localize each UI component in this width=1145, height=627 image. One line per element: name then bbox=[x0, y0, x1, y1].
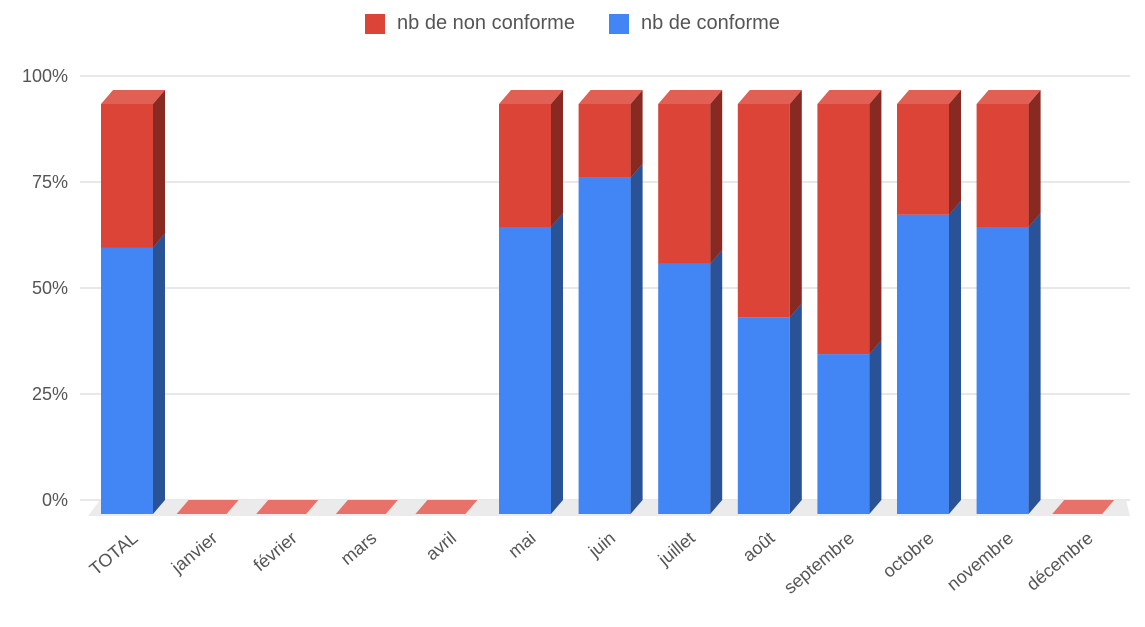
empty-bar-marker bbox=[335, 500, 398, 514]
bar-segment-nb-de-non-conforme-top bbox=[578, 90, 643, 104]
bar-segment-nb-de-non-conforme bbox=[101, 104, 153, 248]
bar-segment-nb-de-non-conforme-side bbox=[1028, 90, 1041, 227]
bar-group-aout[interactable] bbox=[737, 90, 802, 514]
x-tick-label: février bbox=[250, 528, 301, 575]
bar-segment-nb-de-non-conforme bbox=[499, 104, 551, 227]
y-tick-label: 100% bbox=[22, 66, 68, 86]
bar-segment-nb-de-non-conforme-top bbox=[737, 90, 802, 104]
bar-segment-nb-de-conforme bbox=[976, 227, 1029, 514]
bar-segment-nb-de-conforme-side bbox=[710, 249, 723, 514]
bar-group-novembre[interactable] bbox=[976, 90, 1041, 514]
bar-segment-nb-de-non-conforme bbox=[658, 104, 711, 264]
x-tick-label: juillet bbox=[654, 528, 699, 570]
bar-segment-nb-de-non-conforme bbox=[897, 104, 949, 215]
bar-segment-nb-de-conforme-side bbox=[1028, 213, 1041, 514]
empty-bar-marker bbox=[415, 500, 478, 514]
bar-segment-nb-de-non-conforme-top bbox=[817, 90, 882, 104]
legend-swatch-conforme bbox=[608, 13, 629, 34]
x-tick-label: octobre bbox=[879, 528, 938, 582]
y-tick-label: 25% bbox=[32, 384, 68, 404]
empty-bar-marker bbox=[1052, 500, 1115, 514]
bar-group-mars[interactable] bbox=[335, 500, 398, 514]
x-tick-label: mars bbox=[337, 528, 380, 569]
x-tick-label: septembre bbox=[780, 528, 858, 598]
bar-segment-nb-de-non-conforme bbox=[817, 104, 870, 355]
x-tick-label: août bbox=[739, 528, 779, 566]
y-axis-ticks: 0% 25% 50% 75% 100% bbox=[22, 66, 68, 510]
bar-segment-nb-de-non-conforme bbox=[976, 104, 1029, 227]
bar-segment-nb-de-conforme bbox=[658, 263, 711, 514]
chart-legend: nb de non conforme nb de conforme bbox=[0, 12, 1145, 35]
x-tick-label: juin bbox=[584, 528, 619, 562]
bar-segment-nb-de-conforme bbox=[499, 227, 551, 514]
bar-group-juin[interactable] bbox=[578, 90, 643, 515]
bar-segment-nb-de-non-conforme bbox=[578, 104, 631, 178]
bar-group-janvier[interactable] bbox=[176, 500, 239, 514]
bar-segment-nb-de-non-conforme-side bbox=[551, 90, 563, 227]
y-tick-label: 50% bbox=[32, 278, 68, 298]
bar-segment-nb-de-conforme bbox=[817, 354, 870, 514]
y-tick-label: 0% bbox=[42, 490, 68, 510]
x-tick-label: décembre bbox=[1023, 528, 1097, 595]
y-tick-label: 75% bbox=[32, 172, 68, 192]
x-axis-labels: TOTAL janvier février mars avril mai juin juill… bbox=[86, 528, 1097, 598]
bar-segment-nb-de-non-conforme-top bbox=[658, 90, 723, 104]
x-tick-label: novembre bbox=[943, 528, 1017, 595]
bar-segment-nb-de-conforme-side bbox=[869, 340, 882, 514]
bar-segment-nb-de-non-conforme-side bbox=[869, 90, 882, 355]
bar-group-septembre[interactable] bbox=[817, 90, 882, 514]
bar-segment-nb-de-conforme-side bbox=[630, 163, 643, 515]
legend-label-non-conforme: nb de non conforme bbox=[397, 12, 575, 34]
x-tick-label: TOTAL bbox=[86, 528, 142, 580]
empty-bar-marker bbox=[256, 500, 319, 514]
bar-segment-nb-de-non-conforme-side bbox=[789, 90, 802, 318]
bar-segment-nb-de-conforme-side bbox=[949, 200, 961, 514]
x-tick-label: janvier bbox=[167, 528, 221, 578]
bar-segment-nb-de-conforme-side bbox=[153, 233, 165, 514]
bar-segment-nb-de-non-conforme-top bbox=[976, 90, 1041, 104]
bar-group-octobre[interactable] bbox=[897, 90, 961, 514]
x-tick-label: avril bbox=[422, 528, 460, 565]
bar-group-mai[interactable] bbox=[499, 90, 563, 514]
legend-item-conforme[interactable]: nb de conforme bbox=[608, 12, 780, 35]
bar-segment-nb-de-non-conforme-side bbox=[949, 90, 961, 215]
bar-group-avril[interactable] bbox=[415, 500, 478, 514]
bar-segment-nb-de-conforme bbox=[101, 247, 153, 514]
bar-group-total[interactable] bbox=[101, 90, 165, 514]
x-tick-label: mai bbox=[504, 528, 539, 562]
bar-segment-nb-de-non-conforme-side bbox=[153, 90, 165, 248]
bar-segment-nb-de-non-conforme-side bbox=[630, 90, 643, 178]
bar-group-decembre[interactable] bbox=[1052, 500, 1115, 514]
legend-item-non-conforme[interactable]: nb de non conforme bbox=[365, 12, 575, 35]
empty-bar-marker bbox=[176, 500, 239, 514]
bar-segment-nb-de-non-conforme bbox=[737, 104, 790, 318]
bar-segment-nb-de-conforme bbox=[578, 177, 631, 515]
bar-group-fevrier[interactable] bbox=[256, 500, 319, 514]
bar-segment-nb-de-conforme bbox=[897, 214, 949, 514]
bar-segment-nb-de-non-conforme-side bbox=[710, 90, 723, 264]
bar-group-juillet[interactable] bbox=[658, 90, 723, 514]
bars bbox=[101, 90, 1115, 515]
bar-segment-nb-de-non-conforme-top bbox=[101, 90, 165, 104]
legend-swatch-non-conforme bbox=[365, 13, 386, 34]
bar-segment-nb-de-non-conforme-top bbox=[499, 90, 563, 104]
legend-label-conforme: nb de conforme bbox=[640, 12, 780, 34]
bar-segment-nb-de-conforme-side bbox=[551, 213, 563, 514]
bar-segment-nb-de-conforme bbox=[737, 317, 790, 514]
bar-segment-nb-de-conforme-side bbox=[789, 303, 802, 514]
bar-segment-nb-de-non-conforme-top bbox=[897, 90, 961, 104]
